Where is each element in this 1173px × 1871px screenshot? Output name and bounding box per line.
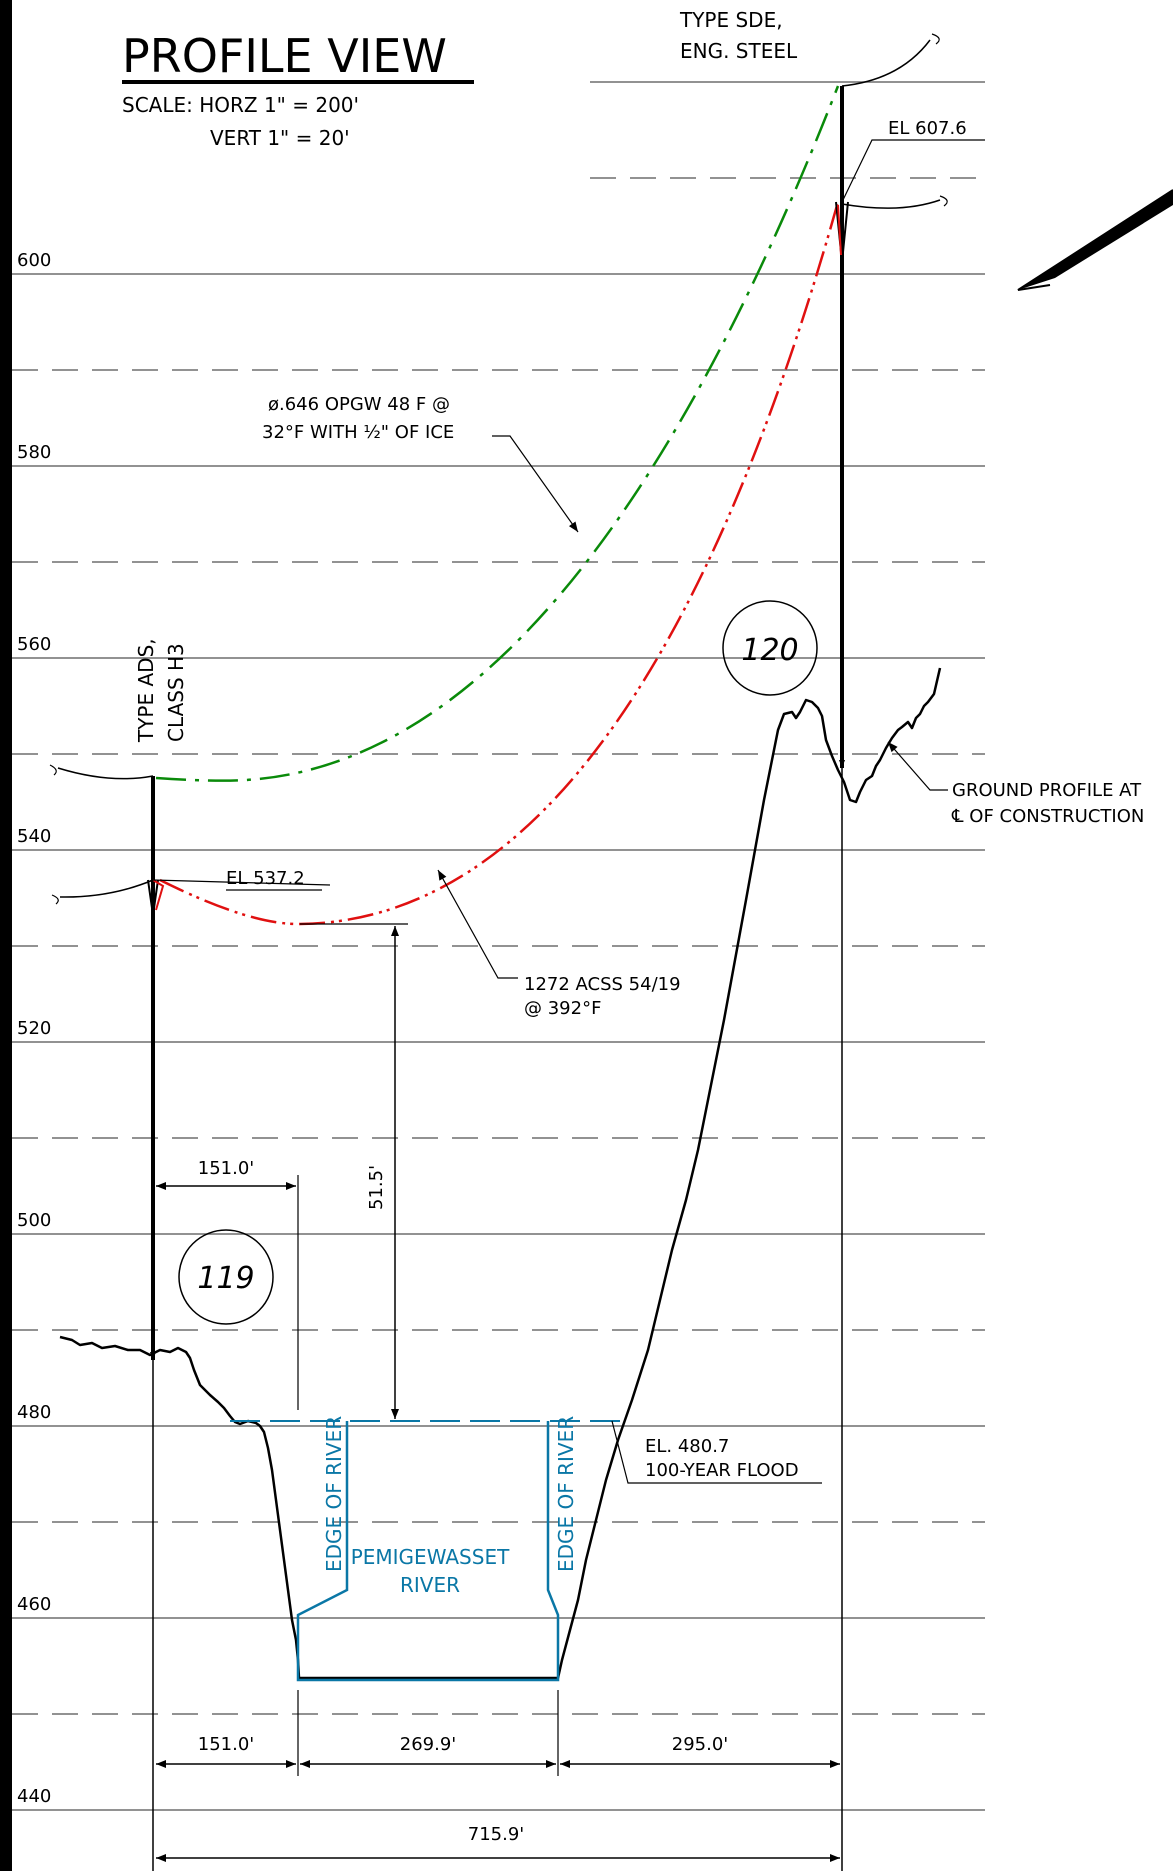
- dim-right-label: 295.0': [672, 1734, 728, 1755]
- scale-horizontal: SCALE: HORZ 1" = 200': [122, 93, 359, 117]
- structure-119-number: 119: [197, 1261, 254, 1296]
- structure-119-class: CLASS H3: [164, 643, 188, 742]
- elevation-label: 460: [17, 1594, 51, 1615]
- elevation-label: 540: [17, 826, 51, 847]
- dim-clearance-label: 51.5': [366, 1165, 387, 1210]
- el-537-leader: [152, 879, 331, 886]
- elevation-labels: 600 580 560 540 520 500 480 460 440: [17, 250, 51, 1807]
- scale-vertical: VERT 1" = 20': [210, 126, 350, 150]
- ground-label-line1: GROUND PROFILE AT: [952, 780, 1142, 801]
- ground-profile: [59, 667, 942, 1680]
- river-name-line1: PEMIGEWASSET: [351, 1545, 510, 1569]
- dim-river-width-label: 269.9': [400, 1734, 456, 1755]
- opgw-leader: [492, 435, 579, 533]
- ground-leader: [887, 741, 948, 791]
- el-537-label: EL 537.2: [226, 868, 305, 889]
- flood-leader: [611, 1420, 822, 1484]
- elevation-label: 580: [17, 442, 51, 463]
- elevation-label: 520: [17, 1018, 51, 1039]
- structure-119-bubble: [178, 1229, 274, 1325]
- opgw-catenary: [155, 85, 840, 782]
- flood-label-line2: 100-YEAR FLOOD: [645, 1460, 799, 1481]
- elevation-label: 440: [17, 1786, 51, 1807]
- el-607-leader: [841, 139, 985, 203]
- river-section: [230, 1420, 622, 1682]
- river-name-line2: RIVER: [400, 1573, 460, 1597]
- elevation-label: 500: [17, 1210, 51, 1231]
- structure-120-steel: ENG. STEEL: [680, 39, 798, 63]
- structure-119-type: TYPE ADS,: [134, 638, 158, 743]
- edge-of-river-left: EDGE OF RIVER: [322, 1416, 346, 1572]
- ground-label-line2: ℄ OF CONSTRUCTION: [951, 806, 1144, 827]
- edge-of-river-right: EDGE OF RIVER: [554, 1416, 578, 1572]
- structure-120: [835, 33, 948, 1871]
- elevation-label: 480: [17, 1402, 51, 1423]
- flood-label-line1: EL. 480.7: [645, 1436, 729, 1457]
- structure-120-bubble: [722, 600, 818, 696]
- el-607-label: EL 607.6: [888, 118, 967, 139]
- north-arrow-icon: [1017, 189, 1173, 291]
- acss-label-line2: @ 392°F: [524, 998, 601, 1019]
- dim-upper-left-label: 151.0': [198, 1158, 254, 1179]
- structure-119: [49, 764, 165, 1871]
- opgw-label-line1: ø.646 OPGW 48 F @: [268, 394, 450, 415]
- page-title: PROFILE VIEW: [122, 29, 447, 83]
- dim-total-span-label: 715.9': [468, 1824, 524, 1845]
- structure-120-number: 120: [741, 633, 798, 668]
- structure-120-type: TYPE SDE,: [679, 8, 783, 32]
- opgw-label-line2: 32°F WITH ½" OF ICE: [262, 422, 454, 443]
- acss-label-line1: 1272 ACSS 54/19: [524, 974, 681, 995]
- dim-lower-left-label: 151.0': [198, 1734, 254, 1755]
- elevation-label: 600: [17, 250, 51, 271]
- acss-catenary: [159, 201, 840, 926]
- elevation-label: 560: [17, 634, 51, 655]
- acss-leader: [437, 869, 518, 979]
- elevation-grid: [12, 81, 985, 1811]
- left-border: [0, 0, 12, 1871]
